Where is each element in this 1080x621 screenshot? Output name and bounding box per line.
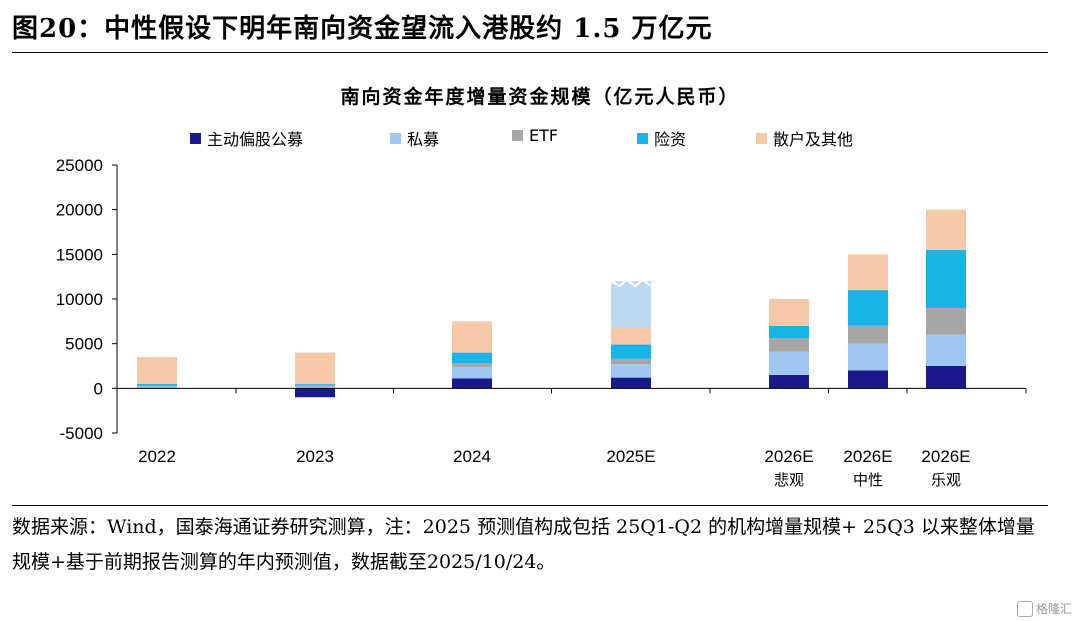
bar-segment	[452, 366, 492, 379]
bar-segment	[769, 338, 809, 352]
legend-label: 主动偏股公募	[207, 130, 304, 149]
source-note: 数据来源：Wind，国泰海通证券研究测算，注：2025 预测值构成包括 25Q1…	[12, 516, 1035, 573]
bar-segment	[137, 383, 177, 386]
bottom-rule	[12, 505, 1048, 506]
bar-segment	[769, 325, 809, 339]
y-tick-label: 5000	[65, 335, 103, 354]
x-tick-sublabel: 悲观	[774, 471, 804, 489]
bar-segment	[611, 344, 651, 359]
bar-segment	[769, 351, 809, 375]
bar-segment	[452, 321, 492, 353]
x-tick-label: 2026E	[764, 447, 813, 466]
x-tick-sublabel: 乐观	[931, 471, 961, 489]
y-tick-label: 0	[94, 379, 103, 398]
bar-segment	[295, 383, 335, 385]
legend-item: 私募	[390, 126, 439, 150]
bar-segment	[137, 386, 177, 389]
bar-segment	[769, 299, 809, 326]
legend-label: 散户及其他	[773, 130, 854, 149]
legend-item: 险资	[637, 126, 686, 150]
legend-item: 主动偏股公募	[190, 126, 303, 150]
bar-segment	[769, 374, 809, 389]
bar-segment	[926, 209, 966, 250]
bar-segment	[611, 377, 651, 389]
bar-segment	[848, 254, 888, 291]
bar-segment	[295, 386, 335, 389]
legend-swatch	[190, 132, 201, 144]
y-tick-label: 20000	[56, 201, 103, 220]
bar-segment	[848, 325, 888, 344]
legend-swatch	[637, 132, 648, 144]
legend-swatch	[512, 130, 523, 141]
legend-swatch	[756, 132, 767, 144]
x-tick-label: 2025E	[606, 447, 655, 466]
bar-segment	[452, 378, 492, 389]
chart-title: 南向资金年度增量资金规模（亿元人民币）	[340, 86, 740, 108]
bar-segment	[611, 281, 651, 328]
legend-item: ETF	[512, 126, 558, 145]
figure-title: 图20：中性假设下明年南向资金望流入港股约 1.5 万亿元	[12, 14, 713, 44]
bar-segment	[926, 249, 966, 308]
bar-segment	[611, 358, 651, 365]
x-tick-label: 2023	[296, 447, 334, 466]
x-tick-label: 2026E	[843, 447, 892, 466]
bar-segment	[452, 363, 492, 367]
x-tick-label: 2026E	[921, 447, 970, 466]
x-tick-sublabel: 中性	[853, 471, 883, 489]
bar-segment	[848, 290, 888, 326]
bar-segment	[452, 352, 492, 364]
y-tick-label: 25000	[56, 156, 103, 175]
bar-segment	[926, 307, 966, 335]
watermark-text: 格隆汇	[1035, 602, 1072, 616]
bar-segment	[137, 385, 177, 387]
y-tick-label: 10000	[56, 290, 103, 309]
watermark: 格隆汇	[1016, 600, 1072, 617]
bar-break-mark	[610, 278, 652, 288]
bar-segment	[295, 384, 335, 387]
stacked-bar-chart: -5000 0 5000 10000 15000 20000 25000 2022 2023 20…	[56, 156, 1027, 489]
bar-segment	[926, 366, 966, 389]
x-tick-label: 2022	[138, 447, 176, 466]
chart-legend: 主动偏股公募 私募 ETF 险资 散户及其他	[0, 126, 1080, 150]
bar-segment	[295, 388, 335, 398]
y-tick-label: -5000	[60, 424, 103, 443]
bar-segment	[137, 357, 177, 384]
bar-segment	[295, 352, 335, 384]
bar-segment	[848, 343, 888, 371]
watermark-logo-icon	[1016, 600, 1033, 617]
legend-item: 散户及其他	[756, 126, 853, 150]
x-tick-label: 2024	[453, 447, 491, 466]
top-rule	[12, 52, 1048, 53]
legend-label: 险资	[654, 130, 687, 149]
legend-label: ETF	[529, 126, 559, 145]
legend-label: 私募	[407, 130, 440, 149]
y-tick-label: 15000	[56, 245, 103, 264]
bar-segment	[611, 364, 651, 378]
bar-segment	[926, 334, 966, 366]
bar-segment	[611, 327, 651, 345]
legend-swatch	[390, 132, 401, 144]
bar-segment	[848, 370, 888, 389]
